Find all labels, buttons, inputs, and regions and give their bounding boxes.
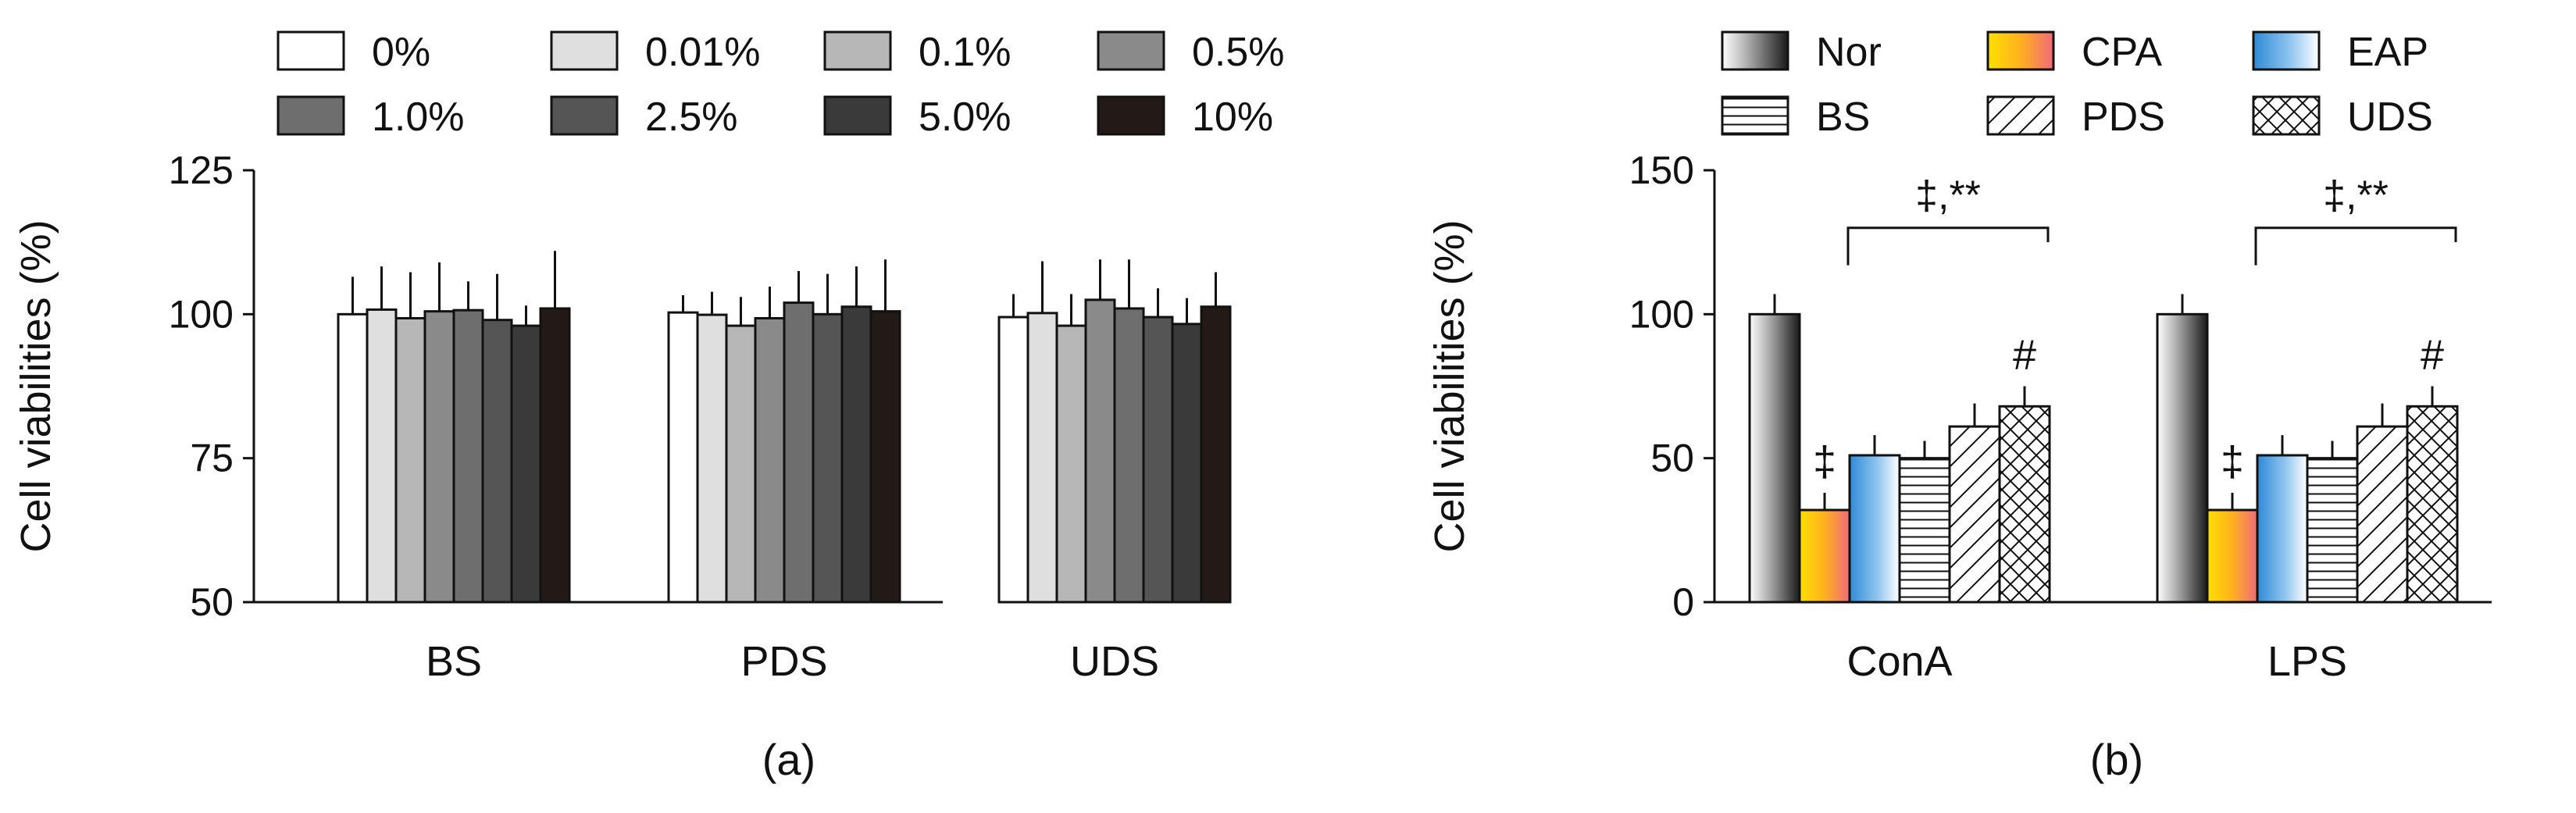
bar-lps-cpa (2206, 508, 2259, 604)
legend-swatch-0-1 (823, 30, 892, 71)
legend-swatch-0-01 (550, 30, 619, 71)
panel-b: 0 50 100 150 Cell viabilities (%) ConA LPS (b) N… (1426, 30, 2492, 784)
y-tick-label: 0 (1672, 580, 1694, 624)
uds-significance-mark-cona: # (2013, 332, 2036, 379)
bar-lps-pds (2356, 425, 2409, 604)
legend-swatch-pds (1986, 95, 2055, 136)
significance-bracket-label-cona: ‡,** (1915, 173, 1981, 219)
legend-label-bs: BS (1816, 94, 1870, 140)
bar-uds-0 (997, 316, 1029, 604)
category-label-uds: UDS (1070, 638, 1159, 685)
bar-pds-2-5 (812, 312, 844, 604)
category-label-pds: PDS (740, 638, 827, 685)
y-tick-label: 125 (169, 148, 234, 192)
category-label-bs: BS (426, 638, 482, 685)
legend-swatch-0 (277, 30, 345, 71)
legend-label-eap: EAP (2347, 30, 2428, 75)
legend-label-cpa: CPA (2082, 30, 2162, 75)
bar-pds-0-01 (696, 313, 728, 604)
category-label-lps: LPS (2267, 638, 2347, 685)
bar-cona-nor (1748, 312, 1801, 604)
legend-swatch-nor (1721, 30, 1789, 71)
legend-label-0-1: 0.1% (919, 30, 1011, 75)
legend-swatch-uds (2252, 95, 2321, 136)
bar-cona-cpa (1798, 508, 1851, 604)
cpa-significance-mark-lps: ‡ (2221, 438, 2244, 485)
legend-swatch-2-5 (550, 95, 619, 136)
legend-label-0-01: 0.01% (645, 30, 760, 75)
legend-label-5-0: 5.0% (919, 94, 1011, 140)
uds-significance-mark-lps: # (2421, 332, 2444, 379)
y-tick-label: 150 (1629, 148, 1694, 192)
bar-pds-5-0 (840, 305, 872, 604)
category-label-cona: ConA (1846, 638, 1952, 685)
bar-uds-1-0 (1113, 307, 1145, 604)
bar-lps-nor (2156, 312, 2209, 604)
legend-label-uds: UDS (2347, 94, 2433, 140)
bar-uds-0-1 (1055, 324, 1087, 604)
significance-bracket-cona (1846, 226, 2050, 266)
panel-a: 50 75 100 125 Cell viabilities (%) BS PDS UDS (a… (12, 30, 1285, 784)
bar-bs-0-01 (366, 308, 398, 604)
legend-label-nor: Nor (1816, 30, 1882, 75)
bar-cona-bs (1898, 457, 1951, 604)
legend-swatch-10 (1097, 95, 1165, 136)
bar-uds-0-5 (1084, 298, 1116, 604)
legend-label-10: 10% (1192, 94, 1273, 140)
bar-cona-uds (1998, 405, 2051, 604)
bar-cona-pds (1948, 425, 2001, 604)
bar-uds-2-5 (1142, 316, 1174, 604)
legend-label-2-5: 2.5% (645, 94, 738, 140)
panel-label: (b) (2090, 735, 2143, 784)
bar-bs-0 (337, 312, 369, 604)
bar-lps-bs (2306, 457, 2359, 604)
bar-bs-10 (539, 307, 571, 604)
cpa-significance-mark-cona: ‡ (1813, 438, 1836, 485)
bar-uds-0-01 (1026, 312, 1058, 604)
legend-label-0: 0% (372, 30, 430, 75)
bar-bs-5-0 (510, 324, 542, 604)
legend-swatch-0-5 (1097, 30, 1165, 71)
bar-bs-1-0 (452, 308, 484, 604)
bar-lps-uds (2406, 405, 2459, 604)
y-tick-label: 100 (1629, 292, 1694, 336)
bar-bs-2-5 (481, 319, 513, 604)
legend-label-pds: PDS (2082, 94, 2165, 140)
bar-bs-0-5 (423, 310, 455, 604)
bar-uds-5-0 (1171, 323, 1203, 604)
y-tick-label: 75 (190, 437, 234, 480)
bar-bs-0-1 (394, 316, 426, 604)
significance-bracket-label-lps: ‡,** (2323, 173, 2389, 219)
legend-label-0-5: 0.5% (1192, 30, 1285, 75)
significance-bracket-lps (2254, 226, 2457, 266)
legend-swatch-bs (1721, 95, 1789, 136)
y-tick-label: 50 (1650, 437, 1694, 480)
bar-pds-1-0 (783, 301, 815, 604)
bar-uds-10 (1200, 305, 1232, 604)
bar-pds-0 (667, 311, 699, 604)
legend-swatch-1-0 (277, 95, 345, 136)
bar-pds-0-5 (754, 316, 786, 604)
bar-pds-10 (869, 310, 901, 604)
y-tick-label: 100 (169, 292, 234, 336)
panel-label: (a) (762, 735, 815, 784)
bar-pds-0-1 (725, 324, 757, 604)
legend-swatch-cpa (1986, 30, 2055, 71)
y-axis-label: Cell viabilities (%) (1426, 219, 1473, 552)
legend-swatch-5-0 (823, 95, 892, 136)
bar-lps-eap (2256, 454, 2309, 604)
legend-label-1-0: 1.0% (372, 94, 465, 140)
bar-cona-eap (1848, 454, 1901, 604)
legend-swatch-eap (2252, 30, 2321, 71)
y-tick-label: 50 (190, 580, 234, 624)
y-axis-label: Cell viabilities (%) (12, 219, 59, 552)
